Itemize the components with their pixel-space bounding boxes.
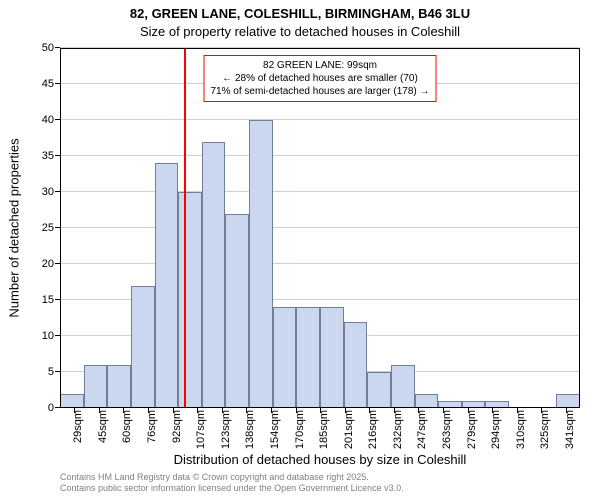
- x-tick-label: 107sqm: [195, 410, 207, 449]
- y-tick-label: 15: [24, 294, 54, 306]
- chart-title-line1: 82, GREEN LANE, COLESHILL, BIRMINGHAM, B…: [0, 6, 600, 21]
- y-tick-label: 20: [24, 258, 54, 270]
- credits-text: Contains HM Land Registry data © Crown c…: [60, 472, 404, 494]
- credits-line1: Contains HM Land Registry data © Crown c…: [60, 472, 404, 483]
- histogram-chart: 82, GREEN LANE, COLESHILL, BIRMINGHAM, B…: [0, 0, 600, 500]
- x-tick-label: 185sqm: [318, 410, 330, 449]
- y-tick-label: 45: [24, 78, 54, 90]
- x-tick-label: 92sqm: [171, 410, 183, 443]
- x-axis-title: Distribution of detached houses by size …: [60, 452, 580, 467]
- y-tick-label: 30: [24, 186, 54, 198]
- y-tick-label: 50: [24, 42, 54, 54]
- x-tick-label: 76sqm: [146, 410, 158, 443]
- y-tick-label: 40: [24, 114, 54, 126]
- x-tick-label: 123sqm: [220, 410, 232, 449]
- x-tick-label: 247sqm: [416, 410, 428, 449]
- plot-area: 0510152025303540455029sqm45sqm60sqm76sqm…: [60, 48, 580, 408]
- plot-border: [60, 48, 580, 408]
- credits-line2: Contains public sector information licen…: [60, 483, 404, 494]
- x-tick-label: 341sqm: [564, 410, 576, 449]
- y-tick-label: 0: [24, 402, 54, 414]
- x-tick-label: 294sqm: [490, 410, 502, 449]
- y-tick-label: 35: [24, 150, 54, 162]
- x-tick-label: 170sqm: [294, 410, 306, 449]
- x-tick-label: 310sqm: [515, 410, 527, 449]
- chart-title-line2: Size of property relative to detached ho…: [0, 24, 600, 39]
- x-tick-label: 263sqm: [441, 410, 453, 449]
- x-tick-label: 154sqm: [269, 410, 281, 449]
- x-tick-label: 325sqm: [539, 410, 551, 449]
- y-axis-title: Number of detached properties: [7, 138, 22, 317]
- x-tick-label: 216sqm: [367, 410, 379, 449]
- x-tick-label: 60sqm: [121, 410, 133, 443]
- y-tick-label: 25: [24, 222, 54, 234]
- x-tick-label: 138sqm: [244, 410, 256, 449]
- x-tick-label: 232sqm: [392, 410, 404, 449]
- x-tick-label: 29sqm: [72, 410, 84, 443]
- x-tick-label: 279sqm: [466, 410, 478, 449]
- y-tick-label: 5: [24, 366, 54, 378]
- y-tick-label: 10: [24, 330, 54, 342]
- x-tick-label: 45sqm: [97, 410, 109, 443]
- x-tick-label: 201sqm: [343, 410, 355, 449]
